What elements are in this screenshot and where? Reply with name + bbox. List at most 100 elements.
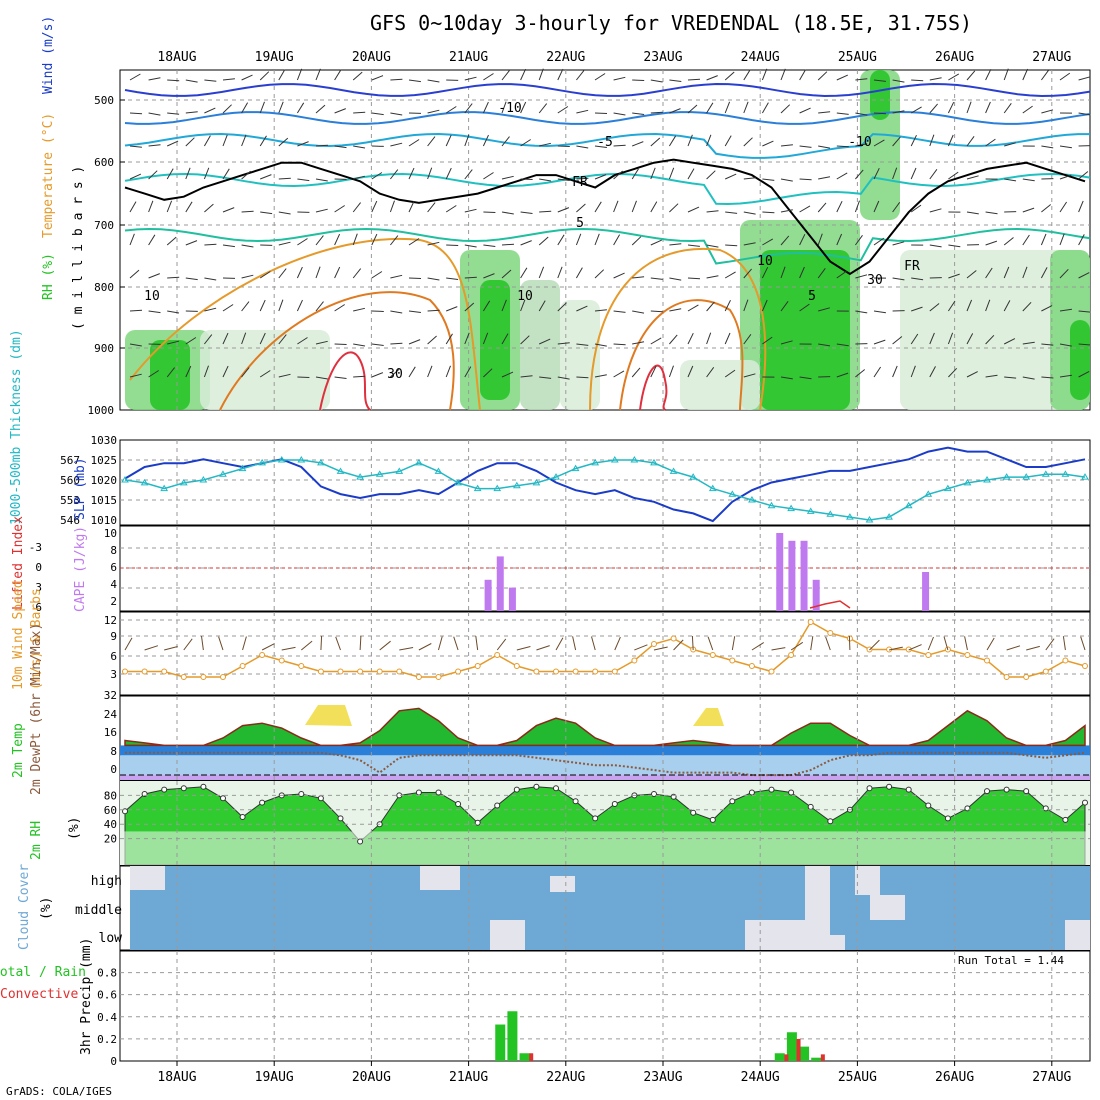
- wind-barb: [334, 108, 346, 114]
- wind-barb: [743, 101, 749, 114]
- wind-barb: [353, 375, 366, 378]
- wind-barb: [390, 235, 399, 246]
- wind-barb: [353, 307, 366, 312]
- wind-barb: [985, 68, 992, 81]
- wind-barb: [334, 304, 345, 312]
- wind-barb: [892, 241, 905, 246]
- wind-barb-10m: [927, 636, 934, 651]
- wind-barb: [408, 200, 415, 213]
- wind-barb: [613, 200, 619, 213]
- wind-barb: [854, 200, 860, 213]
- wind-barb: [743, 137, 753, 147]
- wind-barb: [1041, 109, 1054, 114]
- pressure-tick-label: 900: [94, 342, 114, 355]
- contour-label: -10: [498, 101, 521, 116]
- wind-barb: [538, 68, 544, 81]
- wind-barb: [557, 266, 563, 279]
- rh-point: [651, 791, 657, 797]
- wind-barb: [669, 334, 678, 345]
- precip-convective-label: Convective: [0, 987, 78, 1002]
- wind-barb: [576, 305, 588, 312]
- wind-barb: [129, 173, 142, 180]
- thickness-marker: [767, 501, 776, 509]
- wind-barb-10m: [1062, 636, 1066, 651]
- wind-barb: [371, 200, 378, 213]
- wind-barb: [594, 374, 607, 378]
- wind-barb: [408, 167, 415, 180]
- thickness-marker: [1041, 470, 1050, 477]
- thickness-marker: [121, 476, 129, 483]
- wind-barb: [929, 134, 935, 147]
- rh-tick-label: 80: [104, 789, 117, 802]
- wind-barb: [167, 340, 180, 345]
- temperature-contour: [619, 299, 744, 411]
- precip-total-bar: [774, 1053, 785, 1061]
- rh-point: [298, 791, 305, 797]
- wind-barb: [482, 332, 489, 345]
- rh-label: RH (%): [41, 253, 56, 300]
- wind-barb: [315, 340, 328, 345]
- wind-tick-label: 3: [110, 668, 117, 681]
- wind-barb: [185, 111, 198, 114]
- cape-tick-label: 2: [110, 595, 117, 608]
- wind-speed-point: [141, 668, 148, 675]
- wind-barb-10m: [964, 636, 968, 651]
- wind-barb: [1022, 301, 1032, 312]
- wind-barb: [948, 73, 960, 81]
- rh-point: [455, 801, 462, 807]
- thickness-marker: [1022, 473, 1031, 480]
- wind-barb: [446, 244, 459, 246]
- wind-barb: [724, 299, 731, 312]
- wind-barb: [613, 76, 626, 81]
- wind-barb: [836, 112, 849, 115]
- thickness-marker: [454, 478, 462, 486]
- wind-barb: [706, 210, 719, 213]
- rh-point: [748, 789, 755, 796]
- thickness-label: 1000-500mb Thickness (dm): [9, 329, 24, 525]
- wind-barb: [762, 178, 775, 181]
- panel-wind10m: 12 9 6 3: [104, 611, 1091, 696]
- wind-barb: [1078, 76, 1091, 81]
- wind-barb: [408, 366, 416, 378]
- wind-barb: [241, 244, 254, 248]
- wind-barb: [408, 277, 422, 279]
- panel-temp2m: 32 24 16 8 0: [104, 689, 1091, 781]
- wind-barb: [222, 304, 234, 312]
- precip-total-bar: [799, 1046, 810, 1061]
- rh-low-band: [120, 831, 1090, 865]
- wind-barb: [501, 371, 514, 378]
- wind-barb: [1078, 112, 1091, 116]
- contour-label: 30: [867, 273, 883, 288]
- precip-total-bar: [495, 1024, 506, 1061]
- thickness-marker: [846, 513, 854, 520]
- wind-barb: [687, 206, 700, 213]
- wind-barb: [334, 376, 347, 379]
- wind-barb: [483, 368, 493, 378]
- wind-barb: [352, 268, 362, 279]
- wind-barb: [613, 310, 626, 313]
- wind-barb: [780, 266, 786, 279]
- isotherm-contour: [124, 172, 1091, 206]
- wind-tick-label: 12: [104, 614, 117, 627]
- wind-barb: [390, 342, 403, 345]
- rh-point: [1023, 788, 1030, 795]
- wind-speed-point: [651, 641, 657, 647]
- wind-barb: [297, 376, 310, 378]
- wind-barb: [129, 373, 142, 378]
- isotherm-contour: [124, 111, 1091, 125]
- wind-barb-10m: [281, 646, 296, 651]
- wind-barb: [297, 141, 309, 147]
- wind-barb: [241, 210, 254, 213]
- date-label-top: 18AUG: [157, 50, 196, 65]
- wind-barb: [167, 276, 180, 279]
- thickness-marker: [434, 467, 443, 474]
- cloud-tick-label: high: [91, 874, 122, 889]
- cape-bar: [508, 587, 516, 611]
- wind-barb: [166, 140, 179, 147]
- wind-barb: [799, 205, 811, 213]
- thickness-marker: [179, 478, 188, 486]
- wind-barb: [1078, 200, 1084, 213]
- pressure-tick-label: 1000: [88, 404, 115, 417]
- wind-barb: [241, 367, 250, 378]
- thickness-marker: [787, 504, 796, 512]
